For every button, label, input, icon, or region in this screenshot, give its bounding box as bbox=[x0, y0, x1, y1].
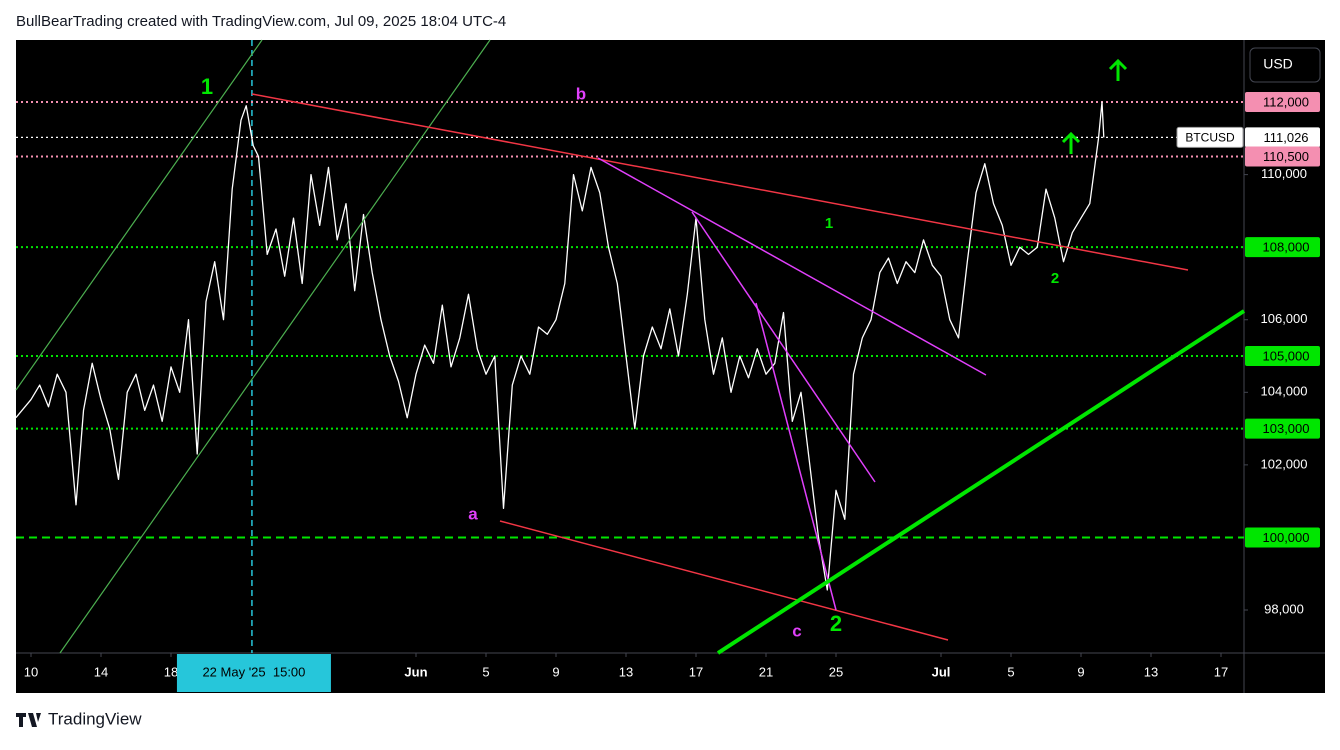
channel-line bbox=[15, 39, 263, 391]
x-tick-label: 18 bbox=[164, 664, 178, 679]
wave-label: c bbox=[792, 621, 801, 640]
x-tick-label: 10 bbox=[24, 664, 38, 679]
x-tick-label: Jul bbox=[932, 664, 951, 679]
level-box bbox=[1245, 346, 1320, 367]
wave-label: 2 bbox=[1051, 270, 1059, 287]
level-label: 110,500 bbox=[1263, 149, 1309, 164]
level-box bbox=[1245, 418, 1320, 439]
trend-line bbox=[691, 211, 876, 483]
y-tick-label: 106,000 bbox=[1261, 311, 1308, 326]
price-line bbox=[15, 101, 1105, 591]
wave-label: a bbox=[468, 504, 478, 523]
currency-button[interactable] bbox=[1249, 47, 1321, 83]
trend-line bbox=[755, 302, 837, 611]
x-tick-label: 14 bbox=[94, 664, 108, 679]
y-tick-label: 98,000 bbox=[1264, 601, 1304, 616]
trend-line bbox=[597, 157, 987, 376]
header: BullBearTrading created with TradingView… bbox=[16, 13, 506, 30]
x-tick-label: 13 bbox=[619, 664, 633, 679]
wave-label: 1 bbox=[825, 215, 833, 232]
level-label: 105,000 bbox=[1263, 348, 1310, 363]
crosshair-label: 22 May '25 15:00 bbox=[202, 664, 305, 679]
x-tick-label: 21 bbox=[759, 664, 773, 679]
arrow-up bbox=[1061, 131, 1081, 154]
y-tick-label: 102,000 bbox=[1261, 456, 1308, 471]
level-box bbox=[1245, 92, 1320, 113]
wave-label: b bbox=[576, 84, 586, 103]
x-tick-label: 9 bbox=[1077, 664, 1084, 679]
level-label: 100,000 bbox=[1263, 530, 1310, 545]
x-tick-label: 17 bbox=[1214, 664, 1228, 679]
channel-line bbox=[59, 39, 491, 654]
x-tick-label: Jun bbox=[404, 664, 427, 679]
symbol-label: BTCUSD bbox=[1185, 131, 1235, 145]
trend-line bbox=[251, 93, 1189, 271]
level-label: 108,000 bbox=[1263, 240, 1310, 255]
symbol-box bbox=[1176, 126, 1244, 148]
level-label: 103,000 bbox=[1263, 421, 1310, 436]
x-tick-label: 17 bbox=[689, 664, 703, 679]
y-tick-label: 104,000 bbox=[1261, 384, 1308, 399]
footer-logo bbox=[16, 713, 41, 727]
trend-line bbox=[499, 520, 949, 641]
x-tick-label: 13 bbox=[1144, 664, 1158, 679]
drawings: 1 b 1 2 a c 2 bbox=[15, 39, 1246, 655]
level-box bbox=[1245, 146, 1320, 167]
y-tick-label: 110,000 bbox=[1261, 166, 1307, 181]
chart-bg bbox=[16, 40, 1325, 693]
currency-label: USD bbox=[1263, 56, 1293, 72]
wave-label: 2 bbox=[830, 611, 842, 636]
support-line bbox=[716, 309, 1246, 655]
level-label: 112,000 bbox=[1263, 94, 1309, 109]
x-tick-label: 25 bbox=[829, 664, 843, 679]
crosshair-box bbox=[176, 654, 331, 692]
level-box bbox=[1245, 237, 1320, 258]
wave-label: 1 bbox=[201, 74, 213, 99]
level-box bbox=[1245, 127, 1320, 148]
level-label: 111,026 bbox=[1263, 130, 1308, 145]
x-tick-label: 9 bbox=[552, 664, 559, 679]
footer: TradingView bbox=[48, 709, 142, 728]
x-tick-label: 5 bbox=[1007, 664, 1014, 679]
x-tick-label: 5 bbox=[482, 664, 489, 679]
arrow-up bbox=[1108, 58, 1128, 81]
level-box bbox=[1245, 527, 1320, 548]
